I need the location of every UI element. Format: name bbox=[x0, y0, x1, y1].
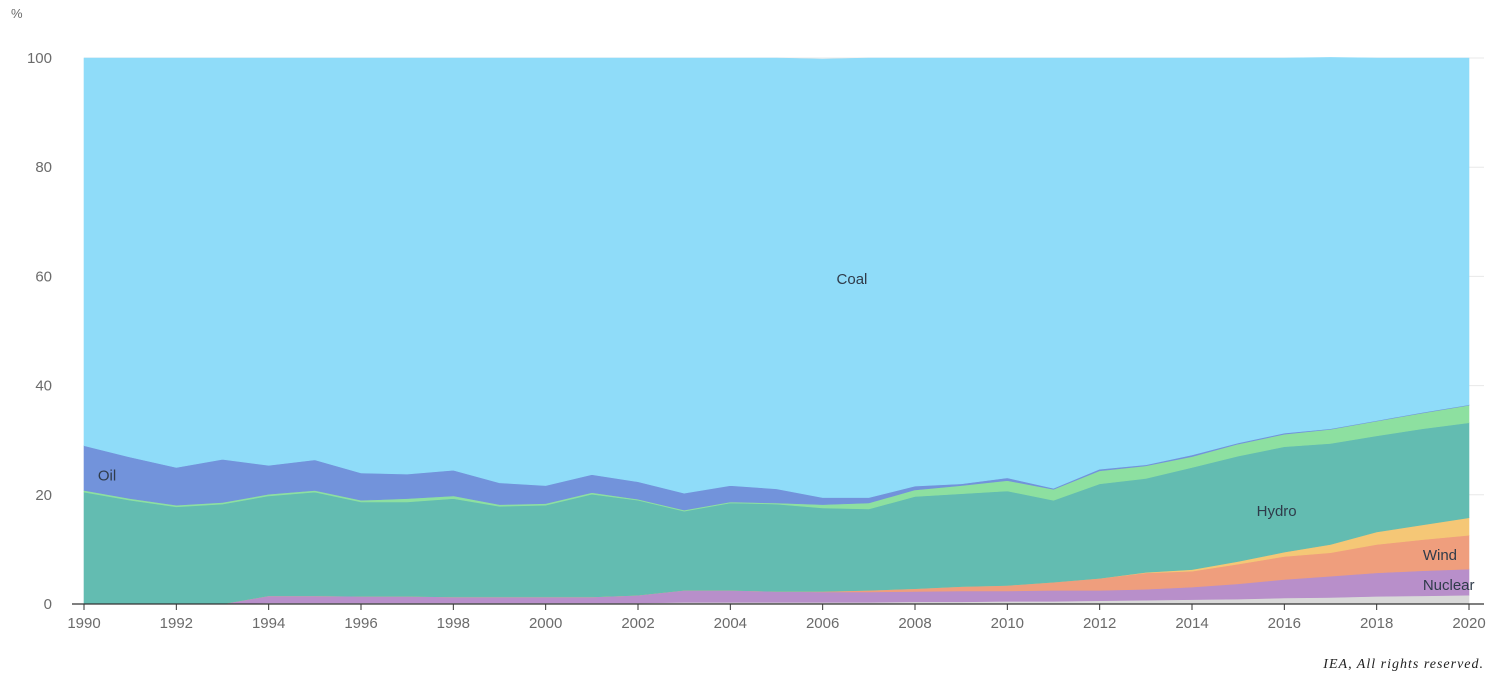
y-tick-label: 40 bbox=[35, 378, 52, 395]
x-tick-label: 1994 bbox=[252, 615, 285, 632]
copyright-credit: IEA, All rights reserved. bbox=[1323, 657, 1484, 672]
series-label-wind: Wind bbox=[1423, 547, 1457, 564]
series-areas bbox=[83, 57, 1470, 605]
x-tick-label: 2016 bbox=[1268, 615, 1301, 632]
y-tick-label: 60 bbox=[35, 268, 52, 285]
x-tick-label: 2008 bbox=[898, 615, 931, 632]
x-tick-label: 2012 bbox=[1083, 615, 1116, 632]
y-unit-label: % bbox=[11, 6, 23, 21]
series-label-oil: Oil bbox=[98, 468, 116, 485]
x-tick-label: 1990 bbox=[67, 615, 100, 632]
x-tick-label: 2010 bbox=[991, 615, 1024, 632]
y-tick-label: 100 bbox=[27, 50, 52, 67]
x-tick-label: 2006 bbox=[806, 615, 839, 632]
series-labels: Nuclear Wind Hydro Oil Coal bbox=[98, 271, 1475, 594]
x-tick-label: 2000 bbox=[529, 615, 562, 632]
series-label-coal: Coal bbox=[837, 271, 868, 288]
x-tick-label: 2018 bbox=[1360, 615, 1393, 632]
series-label-hydro: Hydro bbox=[1257, 503, 1297, 520]
x-tick-label: 1998 bbox=[437, 615, 470, 632]
x-tick-label: 2014 bbox=[1175, 615, 1208, 632]
series-label-nuclear: Nuclear bbox=[1423, 577, 1475, 594]
area-coal bbox=[83, 57, 1470, 498]
x-tick-label: 2002 bbox=[621, 615, 654, 632]
x-tick-label: 1992 bbox=[160, 615, 193, 632]
x-tick-label: 1996 bbox=[344, 615, 377, 632]
y-tick-label: 20 bbox=[35, 487, 52, 504]
axes: 0 20 40 60 80 100 1990 1992 1994 1996 1998 2000 2002… bbox=[27, 50, 1486, 632]
x-tick-label: 2004 bbox=[714, 615, 747, 632]
y-tick-label: 0 bbox=[44, 596, 52, 613]
y-tick-label: 80 bbox=[35, 159, 52, 176]
x-tick-label: 2020 bbox=[1452, 615, 1485, 632]
